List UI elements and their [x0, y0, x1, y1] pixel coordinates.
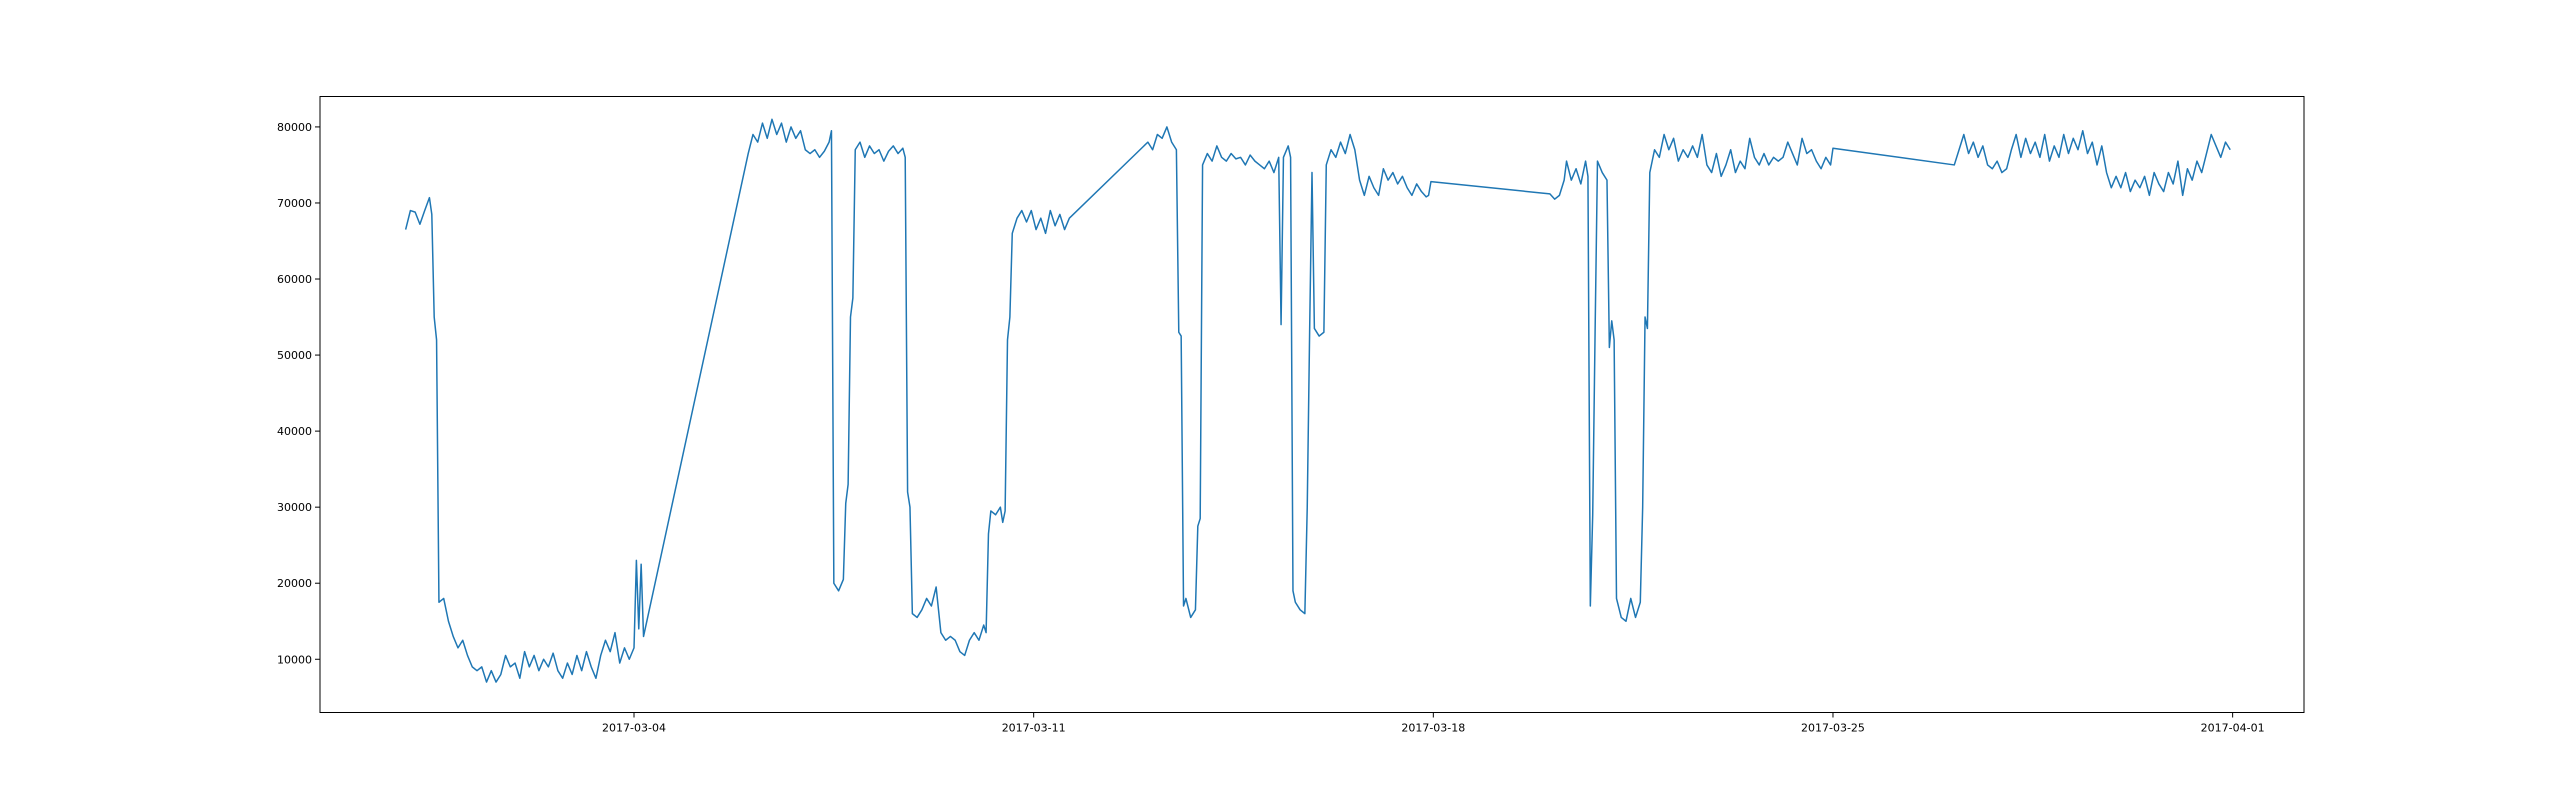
y-tick-label: 50000	[277, 349, 312, 362]
y-tick-label: 70000	[277, 197, 312, 210]
x-tick-label: 2017-03-25	[1801, 722, 1865, 735]
axes-frame	[319, 96, 2305, 713]
y-tick-label: 20000	[277, 577, 312, 590]
y-tick-label: 60000	[277, 273, 312, 286]
y-tick-label: 30000	[277, 501, 312, 514]
x-tick-label: 2017-04-01	[2201, 722, 2265, 735]
x-tick-label: 2017-03-04	[602, 722, 666, 735]
y-tick-label: 10000	[277, 653, 312, 666]
series-line	[404, 118, 2231, 683]
plot-area	[404, 118, 2231, 683]
y-tick-label: 40000	[277, 425, 312, 438]
x-tick-label: 2017-03-18	[1401, 722, 1465, 735]
x-axis-ticks: 2017-03-04 2017-03-11 2017-03-18 2017-03-25…	[602, 712, 2265, 735]
y-axis-ticks: 10000 20000 30000 40000 50000 60000 70000 80000	[277, 121, 320, 666]
y-tick-label: 80000	[277, 121, 312, 134]
x-tick-label: 2017-03-11	[1002, 722, 1066, 735]
